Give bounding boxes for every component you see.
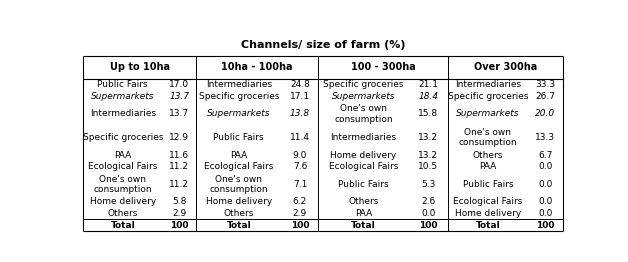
Text: Others: Others <box>473 150 503 160</box>
Text: Public Fairs: Public Fairs <box>463 180 513 189</box>
Text: Public Fairs: Public Fairs <box>97 80 148 89</box>
Text: Ecological Fairs: Ecological Fairs <box>88 162 158 171</box>
Text: Others: Others <box>224 209 254 218</box>
Text: 10ha - 100ha: 10ha - 100ha <box>222 62 293 72</box>
Text: 7.6: 7.6 <box>293 162 307 171</box>
Text: Specific groceries: Specific groceries <box>448 92 528 101</box>
Text: Total: Total <box>227 221 251 230</box>
Text: 20.0: 20.0 <box>536 110 556 118</box>
Text: 13.7: 13.7 <box>169 92 189 101</box>
Text: 13.2: 13.2 <box>418 133 438 142</box>
Text: Supermarkets: Supermarkets <box>207 110 271 118</box>
Text: PAA: PAA <box>479 162 497 171</box>
Text: 0.0: 0.0 <box>538 197 553 206</box>
Text: 100: 100 <box>291 221 309 230</box>
Text: Ecological Fairs: Ecological Fairs <box>204 162 274 171</box>
Text: Intermediaries: Intermediaries <box>90 110 156 118</box>
Text: 6.7: 6.7 <box>538 150 553 160</box>
Text: 0.0: 0.0 <box>538 180 553 189</box>
Text: One's own
consumption: One's own consumption <box>334 104 393 124</box>
Text: Specific groceries: Specific groceries <box>323 80 404 89</box>
Text: 0.0: 0.0 <box>538 209 553 218</box>
Text: Home delivery: Home delivery <box>90 197 156 206</box>
Text: Specific groceries: Specific groceries <box>198 92 279 101</box>
Text: PAA: PAA <box>230 150 247 160</box>
Text: Total: Total <box>351 221 376 230</box>
Text: 7.1: 7.1 <box>293 180 307 189</box>
Text: Intermediaries: Intermediaries <box>206 80 272 89</box>
Text: PAA: PAA <box>355 209 372 218</box>
Text: 6.2: 6.2 <box>293 197 307 206</box>
Text: One's own
consumption: One's own consumption <box>94 174 152 194</box>
Text: 100: 100 <box>419 221 438 230</box>
Text: Total: Total <box>111 221 135 230</box>
Text: Channels/ size of farm (%): Channels/ size of farm (%) <box>241 40 405 50</box>
Text: 2.9: 2.9 <box>172 209 187 218</box>
Text: Over 300ha: Over 300ha <box>474 62 537 72</box>
Text: 0.0: 0.0 <box>538 162 553 171</box>
Text: One's own
consumption: One's own consumption <box>210 174 268 194</box>
Text: 13.7: 13.7 <box>169 110 189 118</box>
Text: PAA: PAA <box>114 150 131 160</box>
Text: One's own
consumption: One's own consumption <box>458 128 517 147</box>
Text: 24.8: 24.8 <box>290 80 310 89</box>
Text: Home delivery: Home delivery <box>455 209 521 218</box>
Text: 2.6: 2.6 <box>421 197 435 206</box>
Text: 15.8: 15.8 <box>418 110 438 118</box>
Text: Supermarkets: Supermarkets <box>91 92 154 101</box>
Text: 33.3: 33.3 <box>536 80 556 89</box>
Text: Intermediaries: Intermediaries <box>330 133 397 142</box>
Text: 11.4: 11.4 <box>290 133 310 142</box>
Text: Others: Others <box>349 197 379 206</box>
Text: 13.3: 13.3 <box>536 133 556 142</box>
Text: Total: Total <box>475 221 501 230</box>
Text: Ecological Fairs: Ecological Fairs <box>329 162 398 171</box>
Text: 2.9: 2.9 <box>293 209 307 218</box>
Text: 17.1: 17.1 <box>290 92 310 101</box>
Text: 18.4: 18.4 <box>418 92 438 101</box>
Text: 17.0: 17.0 <box>169 80 189 89</box>
Text: 13.2: 13.2 <box>418 150 438 160</box>
Text: 11.6: 11.6 <box>169 150 189 160</box>
Text: 21.1: 21.1 <box>418 80 438 89</box>
Text: Public Fairs: Public Fairs <box>338 180 389 189</box>
Text: 11.2: 11.2 <box>169 180 189 189</box>
Text: Home delivery: Home delivery <box>206 197 272 206</box>
Text: Supermarkets: Supermarkets <box>456 110 520 118</box>
Text: 100: 100 <box>170 221 188 230</box>
Text: Specific groceries: Specific groceries <box>82 133 163 142</box>
Text: Supermarkets: Supermarkets <box>332 92 396 101</box>
Text: 10.5: 10.5 <box>418 162 438 171</box>
Text: Public Fairs: Public Fairs <box>214 133 264 142</box>
Text: 100 - 300ha: 100 - 300ha <box>350 62 415 72</box>
Text: Others: Others <box>107 209 138 218</box>
Text: Intermediaries: Intermediaries <box>455 80 521 89</box>
Text: 5.3: 5.3 <box>421 180 435 189</box>
Text: 5.8: 5.8 <box>172 197 187 206</box>
Text: 100: 100 <box>536 221 555 230</box>
Text: Ecological Fairs: Ecological Fairs <box>453 197 522 206</box>
Text: 9.0: 9.0 <box>293 150 307 160</box>
Text: Up to 10ha: Up to 10ha <box>110 62 170 72</box>
Text: 11.2: 11.2 <box>169 162 189 171</box>
Text: Home delivery: Home delivery <box>330 150 397 160</box>
Text: 26.7: 26.7 <box>536 92 556 101</box>
Text: 13.8: 13.8 <box>290 110 310 118</box>
Text: 12.9: 12.9 <box>169 133 189 142</box>
Text: 0.0: 0.0 <box>421 209 435 218</box>
